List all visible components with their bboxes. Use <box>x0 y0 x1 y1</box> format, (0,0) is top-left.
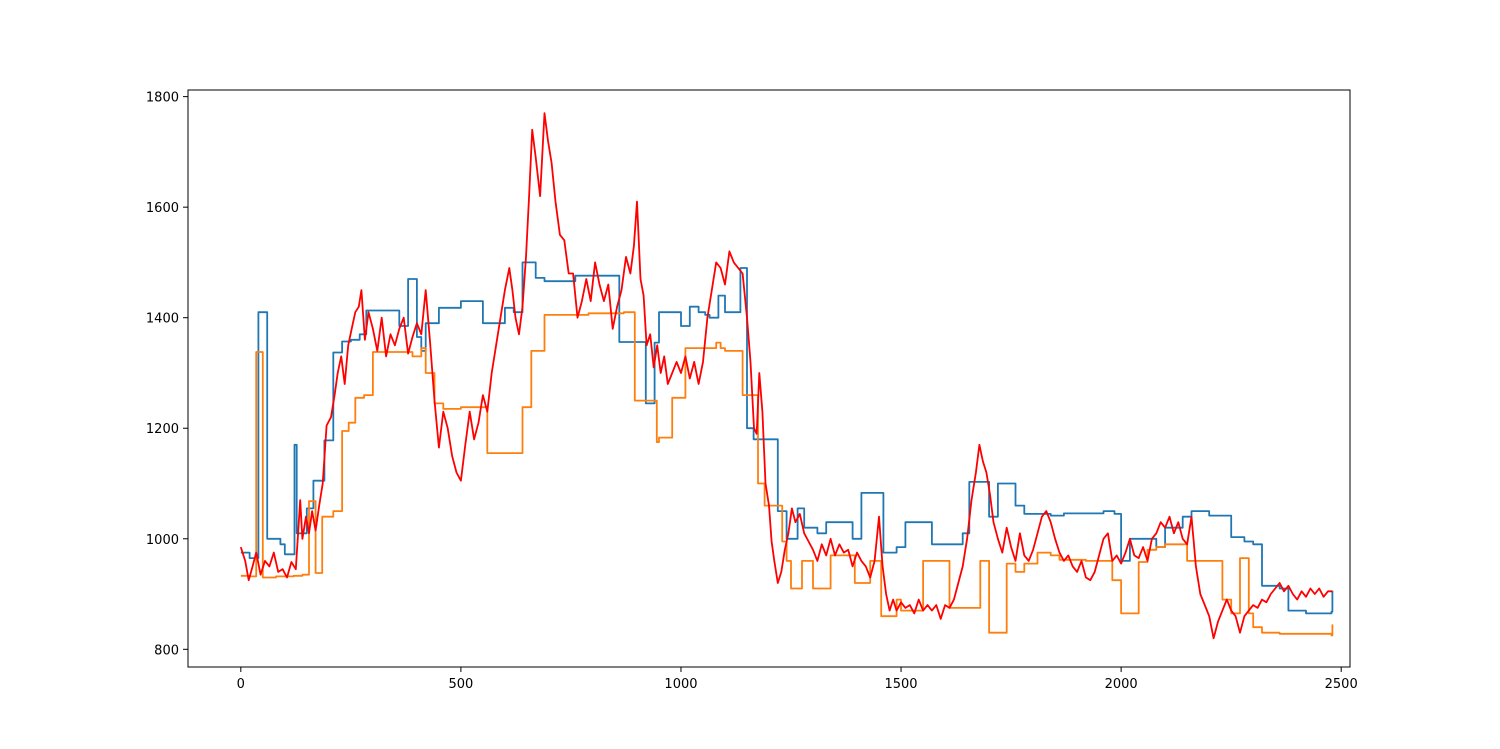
y-axis: 800 1000 1200 1400 1600 1800 <box>146 91 188 658</box>
series-line-3 <box>239 112 1333 640</box>
y-tick-label: 1400 <box>146 312 179 327</box>
y-tick-label: 1600 <box>146 201 179 216</box>
x-tick-label: 1500 <box>884 677 917 692</box>
x-axis: 0 500 1000 1500 2000 2500 <box>237 667 1358 692</box>
x-tick-label: 0 <box>237 677 245 692</box>
x-tick-label: 1000 <box>664 677 697 692</box>
x-tick-label: 500 <box>448 677 473 692</box>
y-tick-label: 1800 <box>146 91 179 106</box>
plot-frame <box>187 89 1351 668</box>
x-tick-label: 2500 <box>1325 677 1358 692</box>
series-layer <box>239 112 1334 640</box>
x-tick-label: 2000 <box>1105 677 1138 692</box>
y-tick-label: 1000 <box>146 533 179 548</box>
y-tick-label: 800 <box>154 643 179 658</box>
y-tick-label: 1200 <box>146 422 179 437</box>
series-line-2 <box>240 311 1334 637</box>
